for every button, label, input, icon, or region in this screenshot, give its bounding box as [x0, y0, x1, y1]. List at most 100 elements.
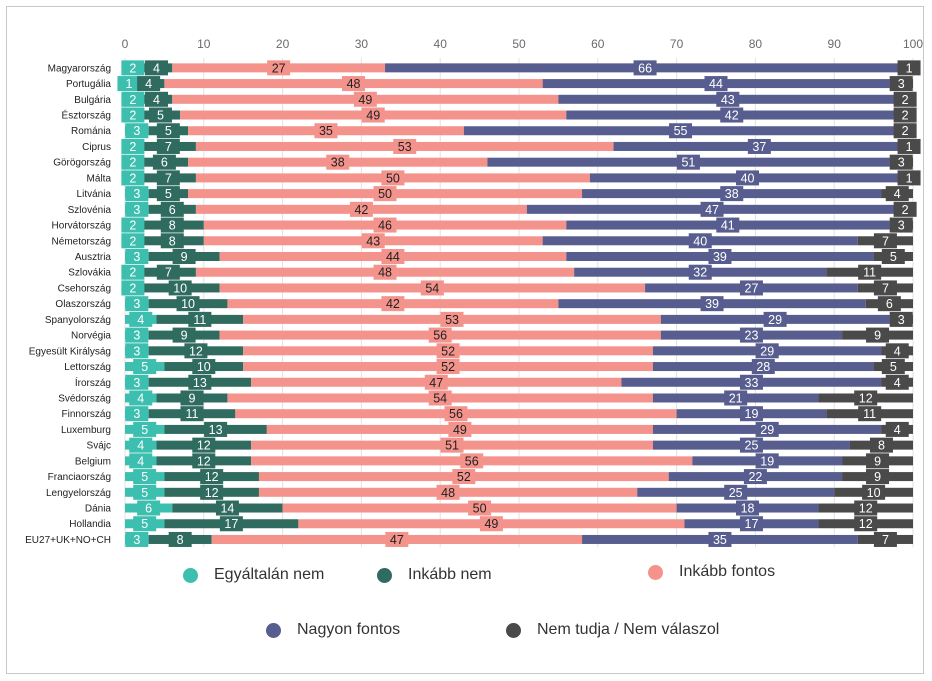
data-label-tag — [479, 516, 503, 532]
data-label-tag — [704, 76, 728, 92]
data-label: 56 — [465, 454, 479, 468]
category-label: Magyarország — [48, 63, 111, 74]
data-label: 48 — [347, 77, 361, 91]
data-label-tag — [885, 186, 909, 202]
data-label: 3 — [898, 313, 905, 327]
data-label-tag — [858, 406, 882, 422]
data-label-tag — [873, 233, 897, 249]
data-label-tag — [121, 170, 145, 186]
data-label-tag — [200, 484, 224, 500]
category-label: Litvánia — [77, 189, 112, 200]
data-label-tag — [889, 217, 913, 233]
data-label: 42 — [354, 203, 368, 217]
data-label-tag — [468, 500, 492, 516]
data-label: 28 — [756, 360, 770, 374]
data-label: 4 — [894, 187, 901, 201]
data-label-tag — [885, 343, 909, 359]
category-labels: Magyarország Portugália Bulgária Észtország… — [25, 63, 111, 546]
category-label: Portugália — [66, 79, 111, 90]
data-label-tag — [353, 91, 377, 107]
data-label-tag — [897, 60, 921, 76]
data-label: 47 — [705, 203, 719, 217]
data-label: 4 — [153, 61, 160, 75]
data-label: 1 — [906, 140, 913, 154]
data-label-tag — [444, 406, 468, 422]
category-label: Csehország — [58, 283, 111, 294]
data-label-tag — [373, 264, 397, 280]
data-label-tag — [739, 437, 763, 453]
legend-swatch — [183, 567, 198, 583]
data-label: 3 — [133, 187, 140, 201]
data-label-tag — [452, 469, 476, 485]
data-label-tag — [156, 138, 180, 154]
data-label-tag — [755, 421, 779, 437]
data-label: 2 — [129, 93, 136, 107]
category-label: Szlovákia — [68, 268, 111, 279]
data-label: 39 — [713, 250, 727, 264]
data-label: 5 — [141, 486, 148, 500]
category-label: Norvégia — [71, 331, 111, 342]
data-label-tag — [145, 60, 169, 76]
x-tick-label: 90 — [828, 37, 842, 51]
x-tick-label: 10 — [197, 37, 211, 51]
data-label-tag — [889, 76, 913, 92]
data-label-tag — [137, 76, 161, 92]
data-label-tag — [121, 91, 145, 107]
data-label: 8 — [177, 533, 184, 547]
data-label: 5 — [141, 360, 148, 374]
data-label: 6 — [161, 156, 168, 170]
data-label-tag — [720, 186, 744, 202]
data-label-tag — [854, 500, 878, 516]
data-label: 12 — [197, 439, 211, 453]
data-label: 2 — [129, 140, 136, 154]
data-label-tag — [156, 123, 180, 139]
data-label: 1 — [125, 77, 132, 91]
chart-frame — [6, 6, 924, 674]
data-label-tag — [889, 154, 913, 170]
data-label: 9 — [189, 391, 196, 405]
legend-label: Inkább fontos — [679, 563, 776, 580]
data-label-tag — [192, 359, 216, 375]
data-label-tag — [424, 374, 448, 390]
data-label-tag — [739, 280, 763, 296]
data-label-tag — [854, 516, 878, 532]
legend-swatch — [506, 622, 521, 638]
data-label-tag — [736, 500, 760, 516]
data-label: 52 — [441, 344, 455, 358]
data-label: 29 — [760, 344, 774, 358]
data-label-tag — [125, 123, 149, 139]
data-label: 3 — [133, 344, 140, 358]
data-label: 13 — [193, 376, 207, 390]
data-label: 5 — [141, 423, 148, 437]
data-label: 39 — [705, 297, 719, 311]
data-label: 5 — [890, 250, 897, 264]
data-label: 42 — [725, 109, 739, 123]
data-label: 42 — [386, 297, 400, 311]
data-label-tag — [121, 264, 145, 280]
data-label: 12 — [205, 486, 219, 500]
data-label: 3 — [898, 156, 905, 170]
data-label: 49 — [484, 517, 498, 531]
data-label: 3 — [133, 376, 140, 390]
data-label: 29 — [768, 313, 782, 327]
data-label-tag — [885, 421, 909, 437]
data-label-tag — [873, 280, 897, 296]
data-label: 52 — [441, 360, 455, 374]
category-label: Ciprus — [82, 142, 111, 153]
data-label: 41 — [721, 219, 735, 233]
data-label: 3 — [898, 219, 905, 233]
data-label-tag — [385, 531, 409, 547]
category-label: Írország — [75, 376, 111, 389]
data-label: 9 — [874, 470, 881, 484]
data-label: 8 — [169, 234, 176, 248]
data-label-tag — [133, 421, 157, 437]
data-label: 5 — [165, 187, 172, 201]
legend-item-inkabb-fontos: Inkább fontos — [648, 563, 775, 581]
data-label-tag — [866, 469, 890, 485]
data-label-tag — [133, 359, 157, 375]
data-label: 51 — [681, 156, 695, 170]
data-label: 4 — [894, 376, 901, 390]
data-label-tag — [893, 107, 917, 123]
data-label-tag — [688, 264, 712, 280]
data-label-tag — [676, 154, 700, 170]
